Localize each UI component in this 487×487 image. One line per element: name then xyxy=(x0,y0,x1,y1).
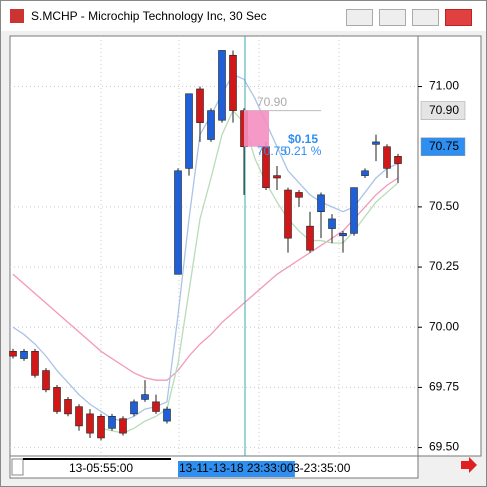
price-marker-label: 70.75 xyxy=(429,139,459,153)
title-bar: S.MCHP - Microchip Technology Inc, 30 Se… xyxy=(1,1,486,31)
candle-body xyxy=(75,406,83,427)
candle-body xyxy=(53,387,61,412)
candle-body xyxy=(185,93,193,169)
measure-change: $0.15 xyxy=(288,132,318,146)
x-tick-label: 13-11-13-18 23:33:00 xyxy=(179,461,294,475)
candle-body xyxy=(86,413,94,434)
candle-body xyxy=(20,351,28,359)
candle-body xyxy=(31,351,39,376)
y-tick-label: 69.75 xyxy=(429,380,459,394)
candle-body xyxy=(97,415,105,439)
minimize-button[interactable] xyxy=(379,9,406,26)
price-marker xyxy=(420,101,466,120)
candle-body xyxy=(394,156,402,164)
x-label-highlight xyxy=(178,461,295,477)
price-marker xyxy=(420,137,466,156)
candle-body xyxy=(339,233,347,237)
candle-body xyxy=(207,110,215,140)
close-button[interactable] xyxy=(445,9,472,26)
ma-line xyxy=(12,177,399,381)
candle-body xyxy=(361,170,369,176)
candle-body xyxy=(372,141,380,145)
y-tick-label: 70.50 xyxy=(429,199,459,213)
y-tick-label: 70.25 xyxy=(429,259,459,273)
window-title: S.MCHP - Microchip Technology Inc, 30 Se… xyxy=(31,9,267,23)
link-button[interactable] xyxy=(346,9,373,26)
candle-body xyxy=(130,401,138,415)
candle-body xyxy=(42,370,50,391)
measure-box xyxy=(244,110,269,147)
candle-body xyxy=(317,194,325,213)
measure-percent: 0.21 % xyxy=(284,144,322,158)
plot-area xyxy=(9,35,419,457)
scroll-box[interactable] xyxy=(11,458,24,476)
price-marker-label: 70.90 xyxy=(429,103,459,117)
candle-body xyxy=(218,50,226,121)
y-tick-label: 71.00 xyxy=(429,79,459,93)
x-tick-label: 13-05:55:00 xyxy=(69,461,133,475)
candle-body xyxy=(108,415,116,429)
candle-body xyxy=(383,146,391,169)
y-tick-label: 70.00 xyxy=(429,319,459,333)
scroll-arrow[interactable] xyxy=(461,457,477,473)
maximize-button[interactable] xyxy=(412,9,439,26)
candle-body xyxy=(141,394,149,400)
candle-body xyxy=(119,418,127,434)
candle-body xyxy=(152,401,160,412)
y-tick-label: 69.50 xyxy=(429,440,459,454)
app-icon xyxy=(10,9,24,23)
candle-body xyxy=(284,189,292,239)
candle-body xyxy=(306,225,314,251)
candle-body xyxy=(328,218,336,229)
candle-body xyxy=(196,88,204,123)
candle-body xyxy=(229,54,237,111)
chart: 69.50 69.75 70.00 70.25 70.50 71.00 70.90 $0.15… xyxy=(9,35,482,479)
candle-body xyxy=(163,408,171,422)
x-tick-label: 3-23:35:00 xyxy=(293,461,351,475)
candle-body xyxy=(64,399,72,415)
candle-body xyxy=(273,175,281,179)
candle-body xyxy=(295,192,303,198)
candle-body xyxy=(350,187,358,234)
candle-body xyxy=(174,170,182,275)
measure-end: 70.75 xyxy=(257,144,287,158)
candle-body xyxy=(9,351,17,357)
measure-start: 70.90 xyxy=(257,95,287,109)
ma-line xyxy=(12,73,399,422)
